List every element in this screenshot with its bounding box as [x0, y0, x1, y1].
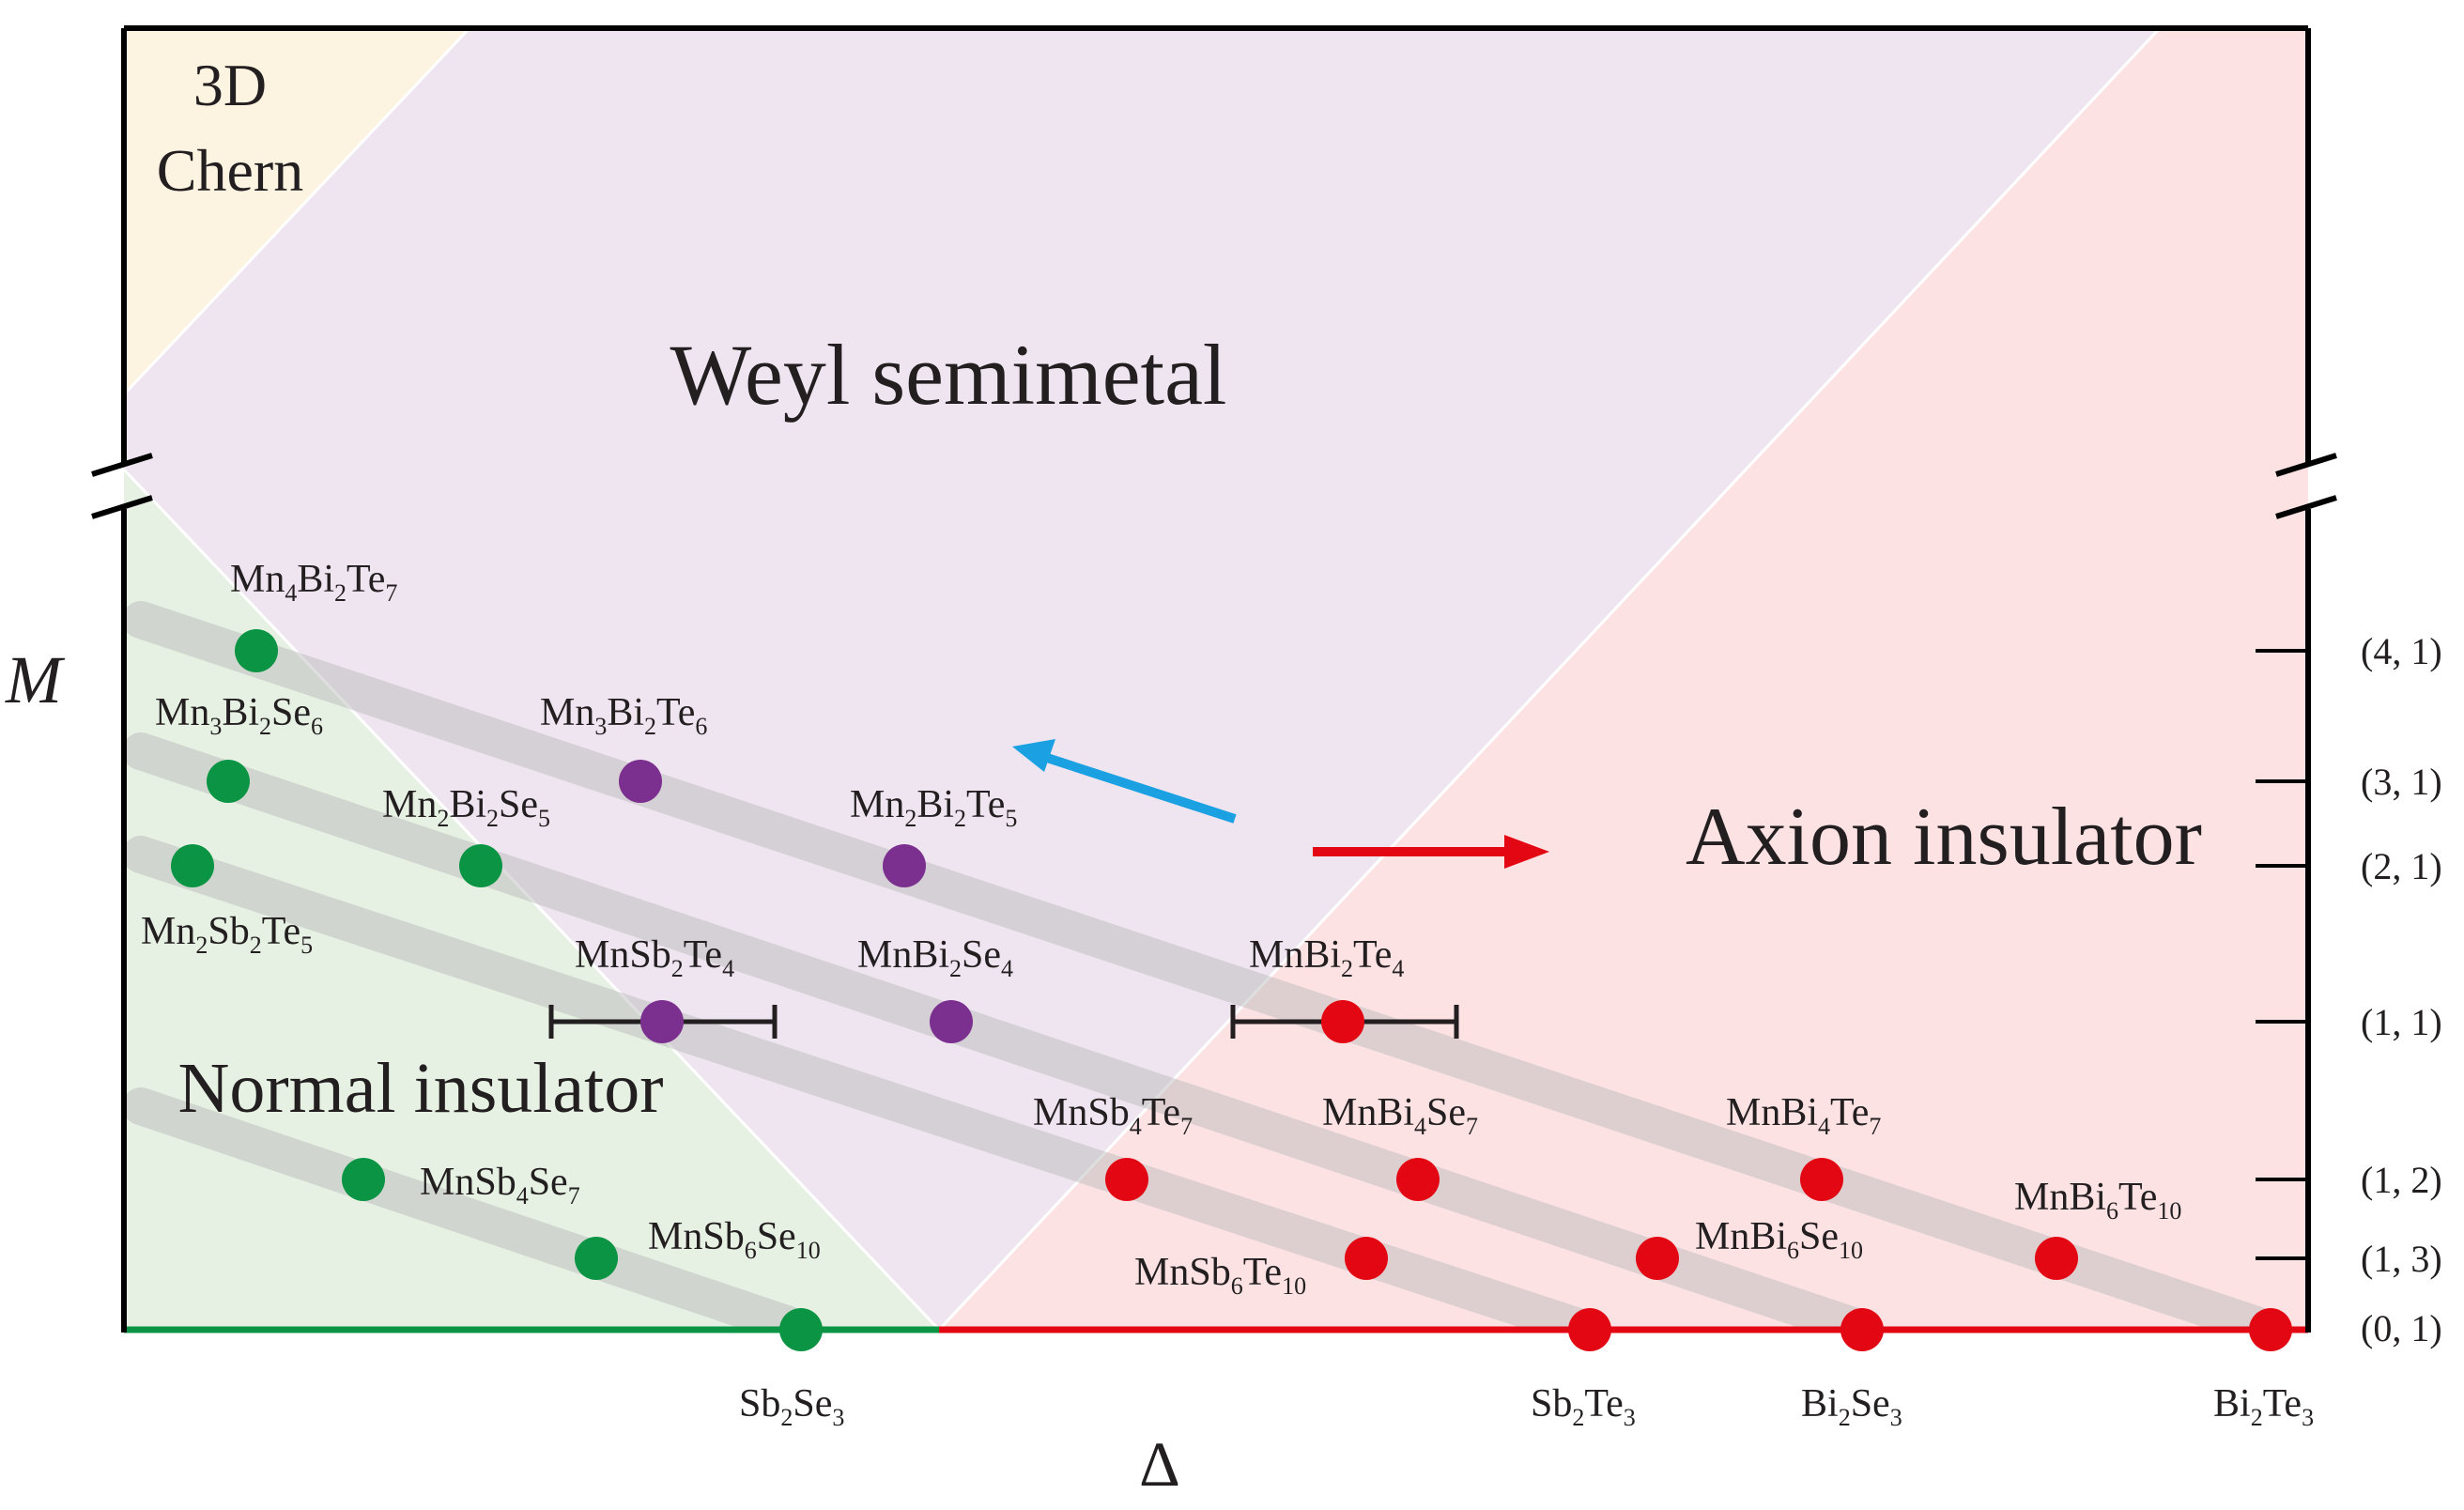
point-bi2te3 [2249, 1308, 2292, 1351]
point-mnbi4te7 [1800, 1158, 1843, 1201]
tick-label-1-3: (1, 3) [2361, 1238, 2442, 1280]
label-mnsb6se10: MnSb6Se10 [648, 1215, 821, 1264]
point-sb2se3 [779, 1308, 823, 1351]
point-mnsb6se10 [575, 1237, 618, 1280]
label-mn2sb2te5: Mn2Sb2Te5 [141, 910, 313, 959]
point-mnsb4te7 [1105, 1158, 1148, 1201]
label-mnbi4se7: MnBi4Se7 [1322, 1091, 1478, 1140]
frame [121, 25, 2311, 1333]
material-labels: Mn4Bi2Te7 Mn3Bi2Se6 Mn2Sb2Te5 Mn2Bi2Se5 Mn3B… [141, 558, 2314, 1431]
tick-label-3-1: (3, 1) [2361, 761, 2442, 803]
point-mnbi4se7 [1396, 1158, 1440, 1201]
red-arrow [1313, 835, 1549, 869]
weyl-label: Weyl semimetal [670, 327, 1227, 423]
y-axis-symbol: M [5, 642, 66, 717]
point-mnbi2te4 [1321, 1000, 1364, 1043]
label-mnsb4te7: MnSb4Te7 [1033, 1091, 1193, 1140]
point-mn2bi2te5 [883, 844, 926, 887]
point-mn2bi2se5 [459, 844, 502, 887]
axis-break-left [91, 453, 153, 519]
axis-break-right [2275, 453, 2337, 519]
point-mnsb6te10 [1345, 1237, 1388, 1280]
point-mnsb2te4 [640, 1000, 684, 1043]
point-mn3bi2te6 [619, 760, 662, 803]
point-mn2sb2te5 [171, 844, 214, 887]
label-mnbi6te10: MnBi6Te10 [2014, 1176, 2181, 1225]
label-mnbi2se4: MnBi2Se4 [857, 933, 1013, 982]
label-mn2bi2se5: Mn2Bi2Se5 [382, 783, 550, 832]
label-mnbi4te7: MnBi4Te7 [1726, 1091, 1881, 1140]
right-ticks [2256, 649, 2308, 1260]
label-mn2bi2te5: Mn2Bi2Te5 [850, 783, 1017, 832]
point-mn4bi2te7 [235, 629, 278, 672]
point-bi2se3 [1840, 1308, 1884, 1351]
trend-band-bi-se [124, 732, 1883, 1330]
x-axis-symbol: Δ [1139, 1428, 1180, 1500]
axion-region [939, 28, 2308, 1330]
label-sb2te3: Sb2Te3 [1531, 1382, 1636, 1431]
tick-label-0-1: (0, 1) [2361, 1307, 2442, 1349]
chern-label: 3D [193, 52, 267, 118]
point-mnbi2se4 [930, 1000, 973, 1043]
material-points [171, 629, 2292, 1351]
label-bi2se3: Bi2Se3 [1801, 1382, 1902, 1431]
label-bi2te3: Bi2Te3 [2213, 1382, 2314, 1431]
tick-label-1-2: (1, 2) [2361, 1159, 2442, 1201]
phase-regions [124, 28, 2308, 1330]
label-mnbi6se10: MnBi6Se10 [1695, 1215, 1863, 1264]
label-mnbi2te4: MnBi2Te4 [1249, 933, 1404, 982]
point-mnbi6te10 [2035, 1237, 2078, 1280]
axion-label: Axion insulator [1686, 792, 2202, 883]
point-mnsb4se7 [342, 1158, 385, 1201]
label-mnsb4se7: MnSb4Se7 [420, 1161, 580, 1210]
normal-label: Normal insulator [177, 1049, 663, 1128]
right-tick-labels: (4, 1) (3, 1) (2, 1) (1, 1) (1, 2) (1, 3… [2361, 630, 2442, 1349]
normal-weyl-boundary [124, 468, 941, 1330]
chern-label-line2: Chern [157, 137, 303, 204]
tick-label-1-1: (1, 1) [2361, 1001, 2442, 1043]
point-mn3bi2se6 [207, 760, 250, 803]
point-sb2te3 [1568, 1308, 1611, 1351]
tick-label-4-1: (4, 1) [2361, 630, 2442, 672]
trend-band-bi-te [124, 601, 2289, 1330]
weyl-axion-boundary [937, 28, 2162, 1330]
label-mn4bi2te7: Mn4Bi2Te7 [230, 558, 397, 607]
trend-band-sb-se [124, 1087, 822, 1330]
tick-label-2-1: (2, 1) [2361, 845, 2442, 887]
label-mn3bi2te6: Mn3Bi2Te6 [540, 691, 707, 740]
label-mnsb2te4: MnSb2Te4 [575, 933, 734, 982]
label-sb2se3: Sb2Se3 [739, 1382, 844, 1431]
trend-bands [124, 601, 2289, 1330]
trend-band-sb-te [124, 836, 1606, 1330]
label-mn3bi2se6: Mn3Bi2Se6 [155, 691, 323, 740]
point-mnbi6se10 [1636, 1237, 1679, 1280]
chern-weyl-boundary [124, 28, 471, 396]
label-mnsb6te10: MnSb6Te10 [1134, 1251, 1306, 1300]
blue-arrow [1012, 739, 1237, 824]
